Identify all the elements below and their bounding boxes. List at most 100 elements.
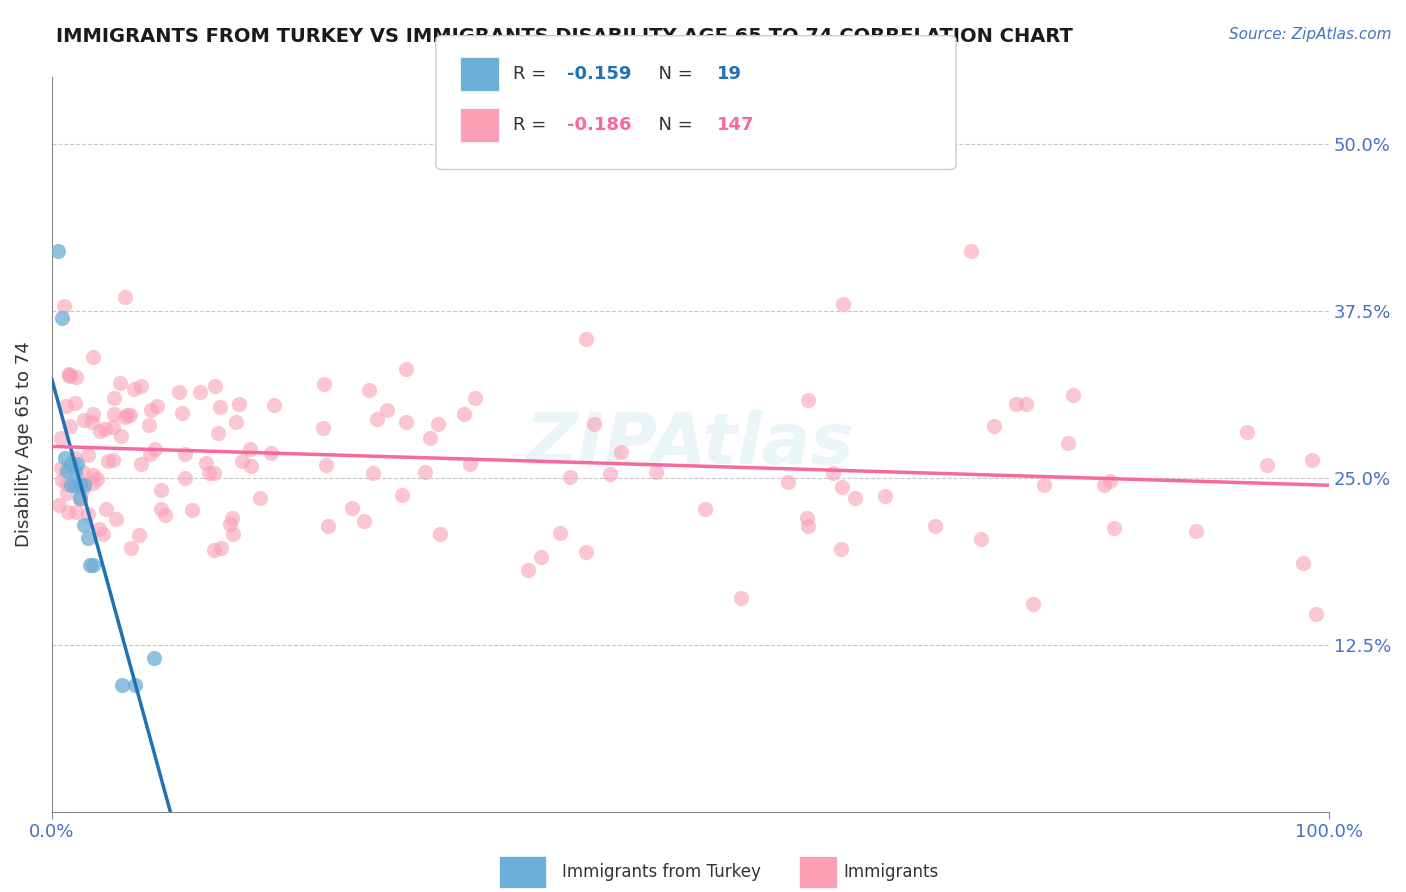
Immigrants [970, 533, 993, 547]
Immigrants [103, 391, 125, 405]
Immigrants [1062, 388, 1084, 402]
Immigrants [67, 474, 90, 488]
Immigrants [52, 299, 75, 313]
Immigrants [103, 407, 125, 421]
Immigrants [1005, 397, 1028, 411]
Immigrants [114, 290, 136, 304]
Text: R =: R = [513, 116, 553, 134]
Immigrants [105, 512, 128, 526]
Immigrants from Turkey [111, 678, 134, 692]
Immigrants [831, 480, 853, 494]
Immigrants from Turkey [82, 558, 104, 572]
Immigrants [63, 451, 86, 466]
Immigrants [464, 391, 486, 405]
Immigrants [575, 545, 598, 559]
Immigrants [844, 491, 866, 505]
Immigrants from Turkey [53, 450, 76, 465]
Immigrants [63, 396, 86, 410]
Immigrants [120, 541, 142, 555]
Immigrants [530, 550, 553, 565]
Immigrants [1236, 425, 1258, 439]
Immigrants [830, 541, 852, 556]
Immigrants [366, 411, 388, 425]
Immigrants [202, 466, 225, 480]
Text: -0.186: -0.186 [567, 116, 631, 134]
Immigrants [89, 425, 111, 439]
Immigrants [924, 519, 946, 533]
Immigrants [575, 333, 598, 347]
Immigrants [91, 526, 114, 541]
Immigrants [51, 473, 73, 487]
Immigrants [240, 458, 263, 473]
Immigrants [429, 526, 451, 541]
Immigrants [146, 399, 169, 413]
Immigrants [55, 399, 77, 413]
Immigrants [120, 408, 142, 422]
Immigrants from Turkey [63, 464, 86, 478]
Immigrants [197, 467, 219, 481]
Immigrants [426, 417, 449, 431]
Immigrants [188, 384, 211, 399]
Immigrants from Turkey [73, 517, 96, 532]
Immigrants from Turkey [66, 458, 89, 472]
Immigrants [1292, 556, 1315, 570]
Immigrants [419, 431, 441, 445]
Immigrants [312, 421, 335, 435]
Text: IMMIGRANTS FROM TURKEY VS IMMIGRANTS DISABILITY AGE 65 TO 74 CORRELATION CHART: IMMIGRANTS FROM TURKEY VS IMMIGRANTS DIS… [56, 27, 1073, 45]
Immigrants [395, 361, 418, 376]
Immigrants [204, 379, 226, 393]
Immigrants [122, 382, 145, 396]
Immigrants [391, 488, 413, 502]
Immigrants [361, 466, 384, 480]
Immigrants [599, 467, 621, 482]
Immigrants [1102, 521, 1125, 535]
Immigrants from Turkey [69, 477, 91, 491]
Immigrants [645, 465, 668, 479]
Immigrants [170, 406, 193, 420]
Immigrants [86, 473, 108, 487]
Immigrants [150, 483, 173, 498]
Immigrants [517, 563, 540, 577]
Immigrants [94, 501, 117, 516]
Immigrants [359, 383, 381, 397]
Immigrants [73, 413, 96, 427]
Immigrants [56, 505, 79, 519]
Text: N =: N = [647, 116, 699, 134]
Immigrants [453, 408, 475, 422]
Immigrants [221, 511, 243, 525]
Immigrants [129, 457, 152, 471]
Y-axis label: Disability Age 65 to 74: Disability Age 65 to 74 [15, 342, 32, 548]
Immigrants [983, 419, 1005, 434]
Immigrants [58, 368, 80, 382]
Immigrants [1057, 435, 1080, 450]
Immigrants [415, 466, 437, 480]
Text: N =: N = [647, 65, 699, 83]
Immigrants [218, 516, 240, 531]
Immigrants [56, 486, 79, 500]
Text: Immigrants from Turkey: Immigrants from Turkey [562, 863, 761, 881]
Immigrants [72, 465, 94, 479]
Immigrants [145, 442, 167, 456]
Immigrants [49, 461, 72, 475]
Immigrants [225, 415, 247, 429]
Immigrants [155, 508, 177, 523]
Immigrants [77, 448, 100, 462]
Immigrants [65, 370, 87, 384]
Text: Source: ZipAtlas.com: Source: ZipAtlas.com [1229, 27, 1392, 42]
Immigrants [110, 428, 132, 442]
Immigrants [56, 476, 79, 491]
Immigrants [1256, 458, 1278, 473]
Text: ZIPAtlas: ZIPAtlas [526, 410, 855, 479]
Immigrants [87, 522, 110, 536]
Immigrants [76, 508, 98, 522]
Text: 19: 19 [717, 65, 742, 83]
Immigrants from Turkey [59, 458, 82, 472]
Immigrants [1099, 474, 1122, 488]
Immigrants from Turkey [76, 531, 98, 545]
Immigrants [82, 416, 104, 430]
Immigrants [208, 400, 231, 414]
Immigrants [59, 419, 82, 434]
Immigrants [82, 351, 104, 365]
Immigrants [239, 442, 262, 456]
Immigrants [609, 444, 631, 458]
